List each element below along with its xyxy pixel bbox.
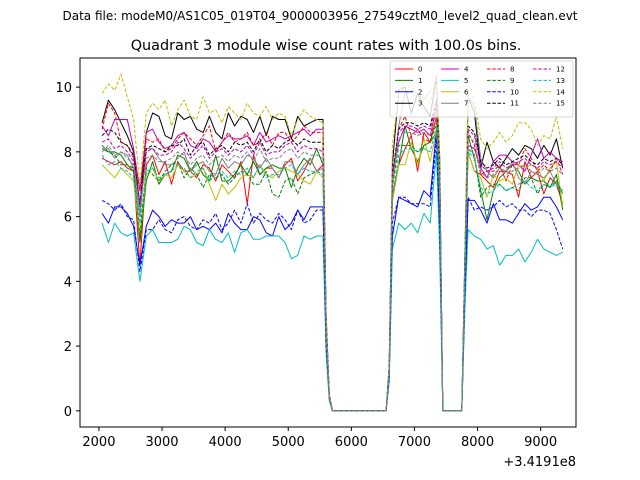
- x-tick-label-9000: 9000: [524, 435, 557, 450]
- legend-label-2: 2: [418, 88, 422, 96]
- x-tick-label-6000: 6000: [335, 435, 368, 450]
- series-line-15: [101, 109, 564, 412]
- plot-frame: [79, 57, 577, 428]
- legend-label-0: 0: [418, 66, 422, 74]
- x-offset-label: +3.4191e8: [503, 455, 576, 470]
- series-line-2: [101, 128, 564, 412]
- data-file-label: Data file: modeM0/AS1C05_019T04_90000039…: [62, 9, 577, 23]
- y-tick-label-0: 0: [64, 405, 72, 420]
- series-line-9: [101, 122, 564, 412]
- x-tick-label-7000: 7000: [398, 435, 431, 450]
- x-tick-label-4000: 4000: [209, 435, 242, 450]
- x-tick-label-5000: 5000: [272, 435, 305, 450]
- legend-label-5: 5: [464, 77, 468, 85]
- legend-label-12: 12: [556, 66, 565, 74]
- legend-label-11: 11: [510, 100, 519, 108]
- series-line-7: [102, 86, 564, 412]
- series-layer: [101, 73, 564, 412]
- legend-label-8: 8: [510, 66, 514, 74]
- legend-box: [389, 60, 574, 118]
- legend-label-10: 10: [510, 88, 519, 96]
- axis-ticks: 2000 3000 4000 5000 6000 7000 8000 9000 0 2 4 6 8 10: [55, 81, 557, 450]
- series-line-5: [101, 151, 563, 412]
- y-tick-label-2: 2: [64, 340, 72, 355]
- legend-label-14: 14: [556, 88, 565, 96]
- y-tick-label-4: 4: [64, 275, 72, 290]
- y-tick-label-6: 6: [64, 211, 72, 226]
- y-tick-label-8: 8: [64, 146, 72, 161]
- legend-label-7: 7: [464, 100, 468, 108]
- legend-label-4: 4: [464, 66, 469, 74]
- legend-label-9: 9: [510, 77, 514, 85]
- series-line-8: [101, 102, 564, 412]
- series-line-10: [101, 138, 564, 412]
- series-line-13: [101, 125, 564, 412]
- series-line-4: [101, 106, 563, 412]
- series-line-0: [101, 115, 564, 412]
- series-line-11: [101, 99, 564, 412]
- legend-label-1: 1: [418, 77, 422, 85]
- x-tick-label-8000: 8000: [461, 435, 494, 450]
- series-line-1: [101, 125, 564, 412]
- chart-title: Quadrant 3 module wise count rates with …: [131, 38, 522, 54]
- x-tick-label-2000: 2000: [82, 435, 115, 450]
- legend-label-15: 15: [556, 100, 565, 108]
- series-line-14: [101, 73, 564, 412]
- x-tick-label-3000: 3000: [145, 435, 178, 450]
- series-line-3: [101, 76, 564, 412]
- legend-label-6: 6: [464, 88, 469, 96]
- legend-label-13: 13: [556, 77, 565, 85]
- legend-label-3: 3: [418, 100, 422, 108]
- y-tick-label-10: 10: [55, 81, 72, 96]
- series-line-12: [101, 102, 564, 412]
